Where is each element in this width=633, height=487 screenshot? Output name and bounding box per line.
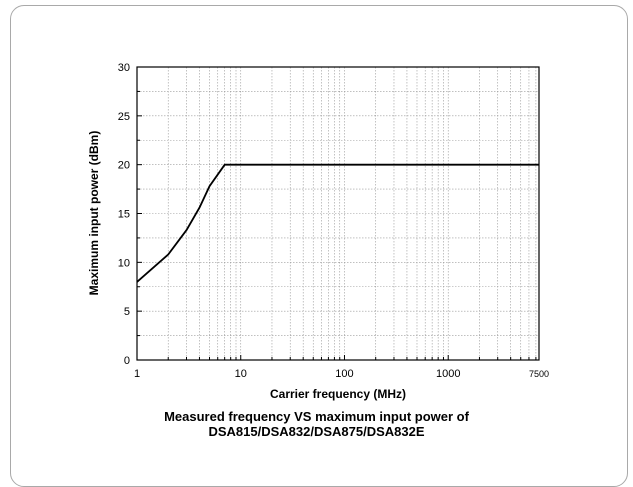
x-tick-label: 7500 [529, 369, 549, 379]
y-axis-label: Maximum input power (dBm) [87, 131, 101, 296]
caption-line-1: Measured frequency VS maximum input powe… [164, 409, 469, 424]
x-tick-label: 100 [335, 368, 353, 380]
caption-line-2: DSA815/DSA832/DSA875/DSA832E [208, 424, 425, 439]
y-tick-label: 5 [124, 306, 130, 318]
grid [137, 67, 539, 360]
y-tick-label: 0 [124, 355, 130, 367]
x-tick-label: 1 [134, 368, 140, 380]
x-tick-label: 10 [235, 368, 247, 380]
y-tick-label: 10 [118, 257, 130, 269]
tick-labels: 0 5 10 15 20 25 30 1 10 100 1000 7500 [118, 62, 549, 380]
ticks [137, 90, 537, 360]
x-axis-label: Carrier frequency (MHz) [270, 387, 406, 401]
y-tick-label: 20 [118, 160, 130, 172]
y-tick-label: 15 [118, 209, 130, 221]
y-tick-label: 30 [118, 62, 130, 74]
series-line [136, 163, 539, 283]
slide-frame [10, 5, 628, 487]
x-tick-label: 1000 [436, 368, 460, 380]
y-tick-label: 25 [118, 111, 130, 123]
